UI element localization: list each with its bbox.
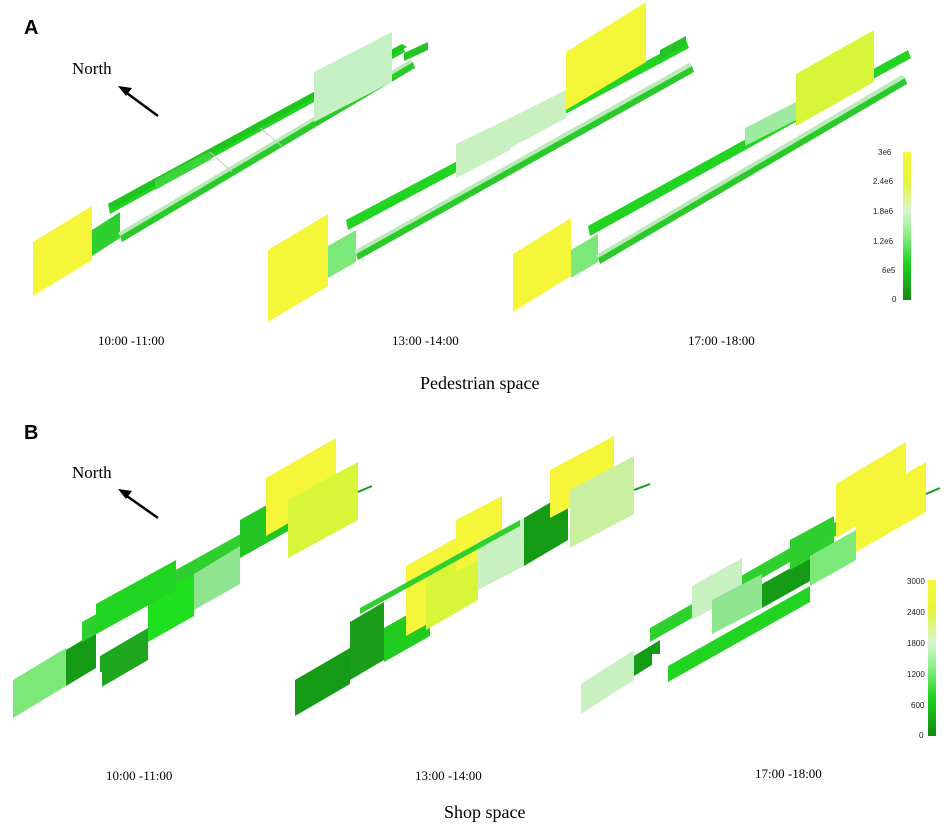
panel-b-legend-tick-1: 2400 xyxy=(907,608,925,617)
panel-a-time-label-1: 10:00 -11:00 xyxy=(98,333,165,348)
street-lower-wall-long xyxy=(356,66,694,260)
street-far-panel xyxy=(796,30,874,126)
panel-b-legend-bar xyxy=(928,580,936,736)
end-panel xyxy=(581,650,634,714)
panel-b-north-arrow xyxy=(118,489,159,520)
yellow-panel-4 xyxy=(550,436,614,518)
panel-b-legend-tick-5: 0 xyxy=(919,731,924,740)
yellow-panel-2 xyxy=(856,462,926,552)
entrance-panel xyxy=(513,218,571,312)
mid-block-1 xyxy=(96,560,176,634)
pale-block xyxy=(810,530,856,586)
street-mid-segment xyxy=(155,151,210,190)
panel-a-legend-tick-2: 1.8e6 xyxy=(873,207,894,216)
street-lower-wall-long xyxy=(598,78,907,264)
yellow-panel-1 xyxy=(266,438,336,536)
lower-block-1 xyxy=(100,628,148,688)
panel-b-time-label-2: 13:00 -14:00 xyxy=(415,768,482,783)
panel-b-north-label: North xyxy=(72,463,112,482)
panel-b-letter: B xyxy=(24,422,39,444)
upper-row xyxy=(360,520,520,614)
yellow-panel-2 xyxy=(288,462,358,558)
street-lower-wall xyxy=(571,234,598,278)
panel-b-model-3 xyxy=(581,442,941,714)
pale-panel xyxy=(570,456,634,548)
panel-a-north-label: North xyxy=(72,59,112,78)
street-pale-panel xyxy=(745,100,800,146)
panel-a-legend-bar xyxy=(903,152,911,300)
street-lower-wall xyxy=(328,230,356,278)
street-far-end xyxy=(660,36,686,60)
panel-a-legend-tick-5: 0 xyxy=(892,295,897,304)
panel-a-legend-tick-4: 6e5 xyxy=(882,266,896,275)
pale-panel-1 xyxy=(692,558,742,620)
panel-a-section-title: Pedestrian space xyxy=(420,373,540,393)
panel-a-legend-tick-3: 1.2e6 xyxy=(873,237,894,246)
panel-b-model-2 xyxy=(295,436,651,716)
panel-a-model-1 xyxy=(33,32,428,296)
panel-b-time-label-3: 17:00 -18:00 xyxy=(755,766,822,781)
panel-b-model-1 xyxy=(13,438,373,718)
street-pale-panel-1 xyxy=(456,118,510,178)
panel-a-legend-tick-1: 2.4e6 xyxy=(873,177,894,186)
dark-block-2 xyxy=(762,556,812,608)
panel-a-north-arrow xyxy=(118,86,159,118)
pale-panel-2 xyxy=(712,574,762,634)
yellow-panel-1 xyxy=(836,442,906,538)
panel-a-legend-tick-0: 3e6 xyxy=(878,148,892,157)
pale-block xyxy=(194,546,240,610)
street-far-panel xyxy=(314,32,392,122)
pale-block xyxy=(478,518,524,590)
street-far-panel xyxy=(566,2,646,110)
street-lower-wall xyxy=(92,212,120,256)
dark-block xyxy=(350,602,384,680)
street-lower-top xyxy=(354,63,692,254)
panel-b-legend-tick-3: 1200 xyxy=(907,670,925,679)
lower-block-2 xyxy=(148,574,194,642)
dark-block xyxy=(634,640,660,676)
mid-block xyxy=(790,516,834,570)
entrance-panel xyxy=(268,214,328,322)
end-panel xyxy=(13,648,66,718)
panel-b-legend-tick-4: 600 xyxy=(911,701,925,710)
panel-a-letter: A xyxy=(24,17,39,39)
panel-b-legend-tick-2: 1800 xyxy=(907,639,925,648)
street-pale-panel-2 xyxy=(510,90,566,148)
panel-b-legend-tick-0: 3000 xyxy=(907,577,925,586)
street-far-end xyxy=(404,42,428,61)
panel-b-time-label-1: 10:00 -11:00 xyxy=(106,768,173,783)
street-lower-top xyxy=(596,75,905,258)
panel-a-time-label-2: 13:00 -14:00 xyxy=(392,333,459,348)
panel-b-section-title: Shop space xyxy=(444,802,526,822)
panel-a-time-label-3: 17:00 -18:00 xyxy=(688,333,755,348)
panel-a-model-3 xyxy=(513,30,911,312)
dark-end xyxy=(295,648,350,716)
dark-block xyxy=(66,632,96,686)
lower-row xyxy=(668,586,810,682)
entrance-panel xyxy=(33,206,92,296)
panel-a-model-2 xyxy=(268,2,694,322)
